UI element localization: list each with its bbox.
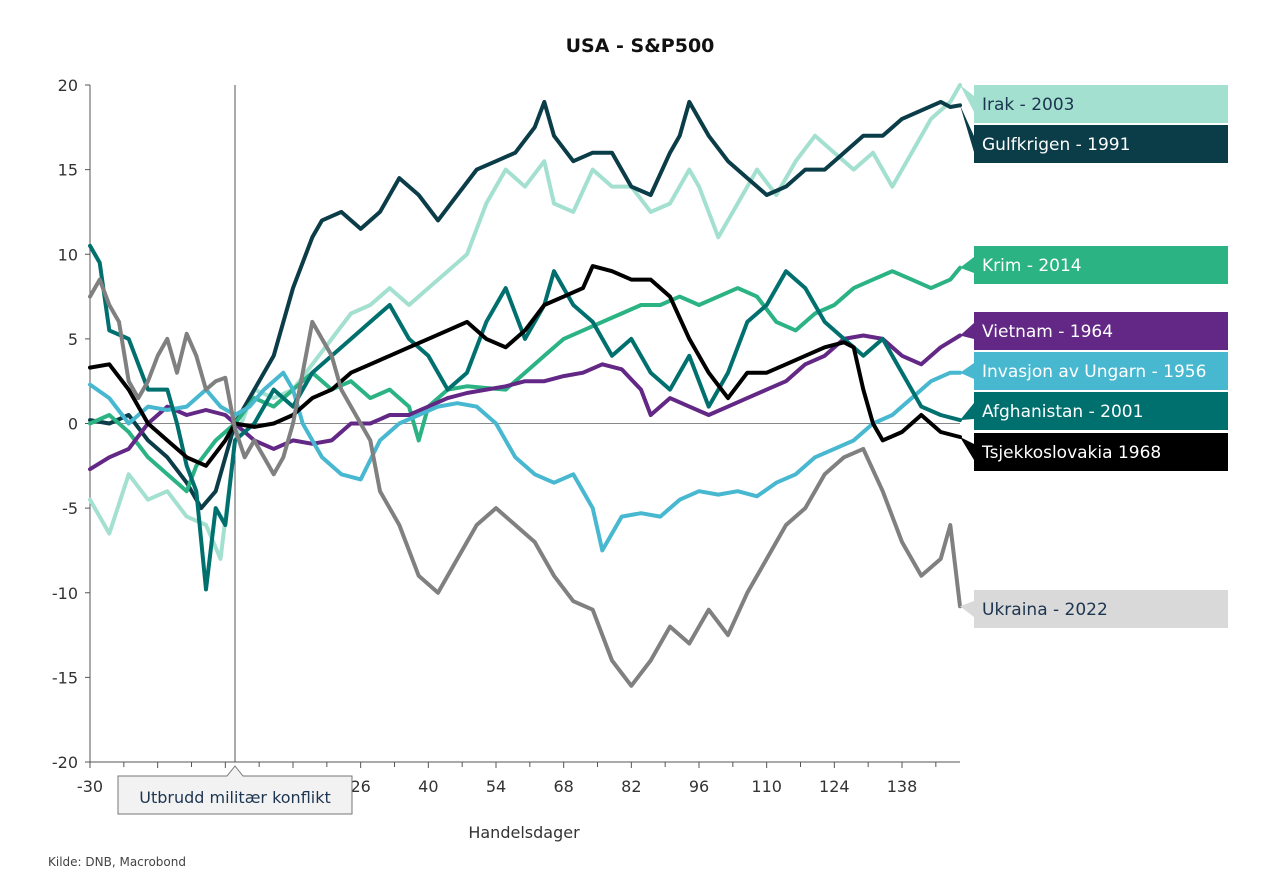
legend-item: Tsjekkoslovakia 1968 [960,433,1228,471]
legend-swatch [974,352,1228,390]
y-tick-label: -15 [52,668,78,687]
y-tick-label: -10 [52,584,78,603]
x-tick-label: 68 [553,777,573,796]
legend-label: Irak - 2003 [982,95,1074,115]
source-note: Kilde: DNB, Macrobond [48,855,186,869]
legend-item: Gulfkrigen - 1991 [960,105,1228,163]
x-tick-label: 82 [621,777,641,796]
x-tick-label: 96 [689,777,709,796]
legend-pointer [960,363,974,379]
legend-swatch [974,590,1228,628]
series-line [88,83,962,561]
x-tick-label: 110 [751,777,782,796]
y-tick-label: 15 [58,161,78,180]
plot-area: -20 -15 -10 -5 0 5 10 15 20 -30 26 40 54 68 82 96 110 12… [52,76,962,796]
event-callout-box [117,765,353,815]
legend-pointer [960,257,974,273]
legend-pointer [960,105,974,152]
x-axis-ticks: -30 26 40 54 68 82 96 110 124 138 [77,762,937,796]
event-callout-label: Utbrudd militær konflikt [139,788,331,807]
legend-swatch [974,392,1228,430]
legend-item: Ukraina - 2022 [960,590,1228,628]
y-tick-label: 0 [68,415,78,434]
legend-pointer [960,323,974,339]
legend-pointer [960,601,974,617]
x-tick-label: 40 [418,777,438,796]
legend-swatch [974,85,1228,123]
legend-pointer [960,437,974,460]
legend-item: Vietnam - 1964 [960,312,1228,350]
event-callout: Utbrudd militær konflikt [117,765,353,815]
legend-swatch [974,246,1228,284]
y-tick-label: 20 [58,76,78,95]
legend-label: Ukraina - 2022 [982,600,1108,620]
x-axis-label: Handelsdager [468,823,580,842]
series-line [88,277,962,688]
x-tick-label: 124 [819,777,850,796]
x-tick-label: 138 [887,777,918,796]
legend-label: Krim - 2014 [982,256,1082,276]
legend-swatch [974,433,1228,471]
series-line [88,243,962,592]
x-tick-label: 26 [350,777,370,796]
legend-swatch [974,312,1228,350]
legend-item: Irak - 2003 [960,85,1228,123]
legend-swatch [974,125,1228,163]
legend-label: Invasjon av Ungarn - 1956 [982,362,1206,382]
x-tick-label: 54 [486,777,506,796]
y-axis-ticks: -20 -15 -10 -5 0 5 10 15 20 [52,76,90,772]
chart-title: USA - S&P500 [566,35,715,57]
y-tick-label: 5 [68,330,78,349]
x-tick-label: -30 [77,777,103,796]
legend-item: Afghanistan - 2001 [960,392,1228,430]
legend-pointer [960,403,974,421]
y-tick-label: 10 [58,245,78,264]
legend-pointer [960,85,974,112]
legend-label: Tsjekkoslovakia 1968 [981,443,1161,463]
series-line [88,370,962,553]
series-lines [88,83,962,688]
legend: Irak - 2003 Gulfkrigen - 1991 Krim - 2014 V… [960,85,1228,628]
y-tick-label: -5 [62,499,78,518]
legend-item: Invasjon av Ungarn - 1956 [960,352,1228,390]
legend-item: Krim - 2014 [960,246,1228,284]
legend-label: Afghanistan - 2001 [982,402,1143,422]
legend-label: Gulfkrigen - 1991 [982,135,1130,155]
legend-label: Vietnam - 1964 [982,322,1113,342]
y-tick-label: -20 [52,753,78,772]
